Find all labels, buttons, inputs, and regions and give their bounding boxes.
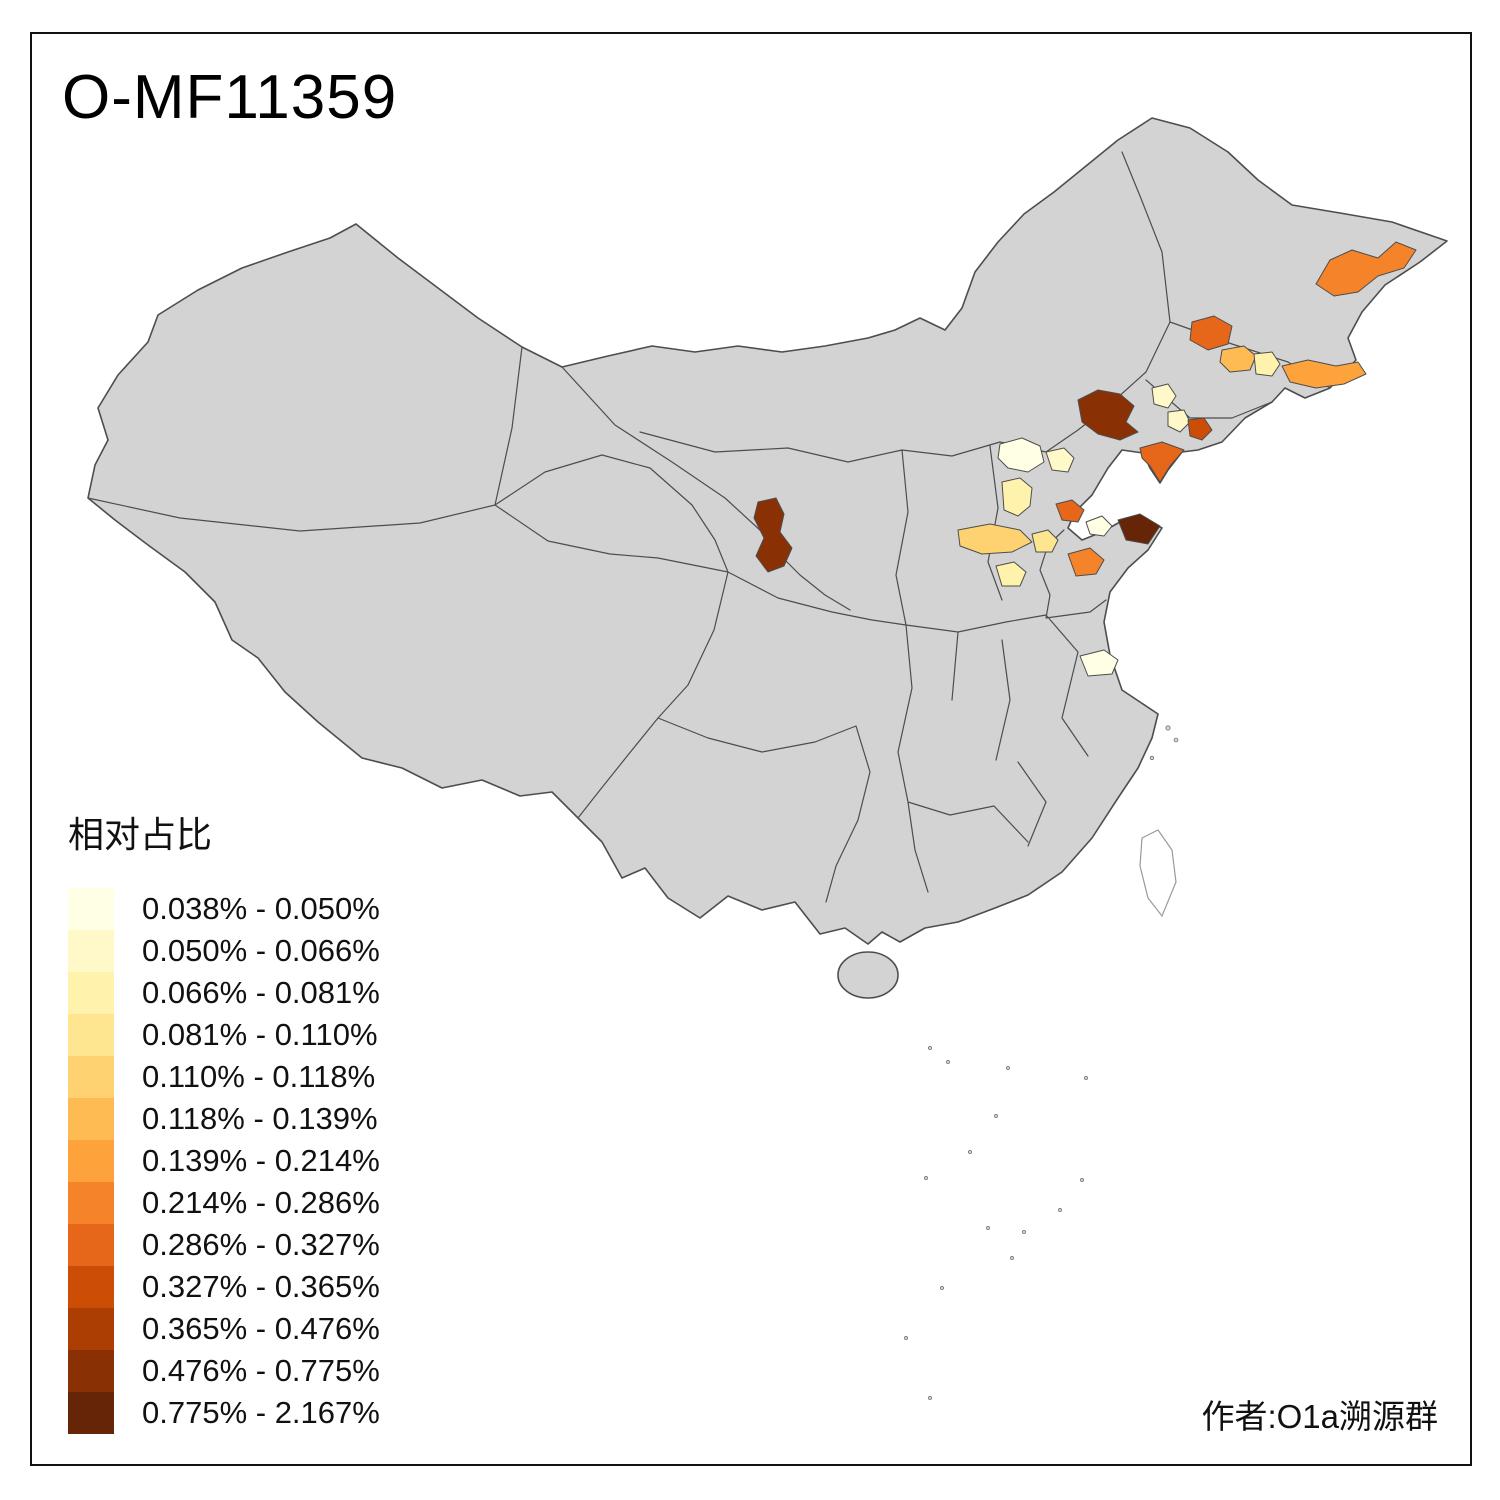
choropleth-regions — [753, 241, 1417, 677]
region-liaoning-west — [1077, 389, 1139, 441]
region-hebei-north — [997, 437, 1045, 473]
legend-label-1: 0.038% - 0.050% — [142, 891, 380, 926]
legend-swatch-13 — [68, 1392, 114, 1434]
region-dalian-peninsula — [1139, 441, 1185, 483]
legend-label-5: 0.110% - 0.118% — [142, 1059, 376, 1094]
legend-label-8: 0.214% - 0.286% — [142, 1185, 380, 1220]
region-shanxi-north — [1001, 477, 1033, 517]
legend-swatch-3 — [68, 972, 114, 1014]
legend-row-7: 0.139% - 0.214% — [68, 1140, 488, 1182]
legend-swatch-6 — [68, 1098, 114, 1140]
sea-islands — [904, 725, 1179, 1400]
region-shandong-southwest — [995, 561, 1027, 587]
legend-label-13: 0.775% - 2.167% — [142, 1395, 380, 1430]
legend-label-9: 0.286% - 0.327% — [142, 1227, 380, 1262]
legend-row-11: 0.365% - 0.476% — [68, 1308, 488, 1350]
region-hebei-south — [957, 523, 1033, 555]
region-hebei-southeast — [1031, 529, 1059, 553]
legend-row-1: 0.038% - 0.050% — [68, 888, 488, 930]
region-heilongjiang-sw — [1189, 315, 1233, 351]
legend-row-9: 0.286% - 0.327% — [68, 1224, 488, 1266]
legend-swatch-2 — [68, 930, 114, 972]
legend-swatch-9 — [68, 1224, 114, 1266]
region-liaoning-north-pale-2 — [1167, 409, 1191, 433]
legend-label-2: 0.050% - 0.066% — [142, 933, 380, 968]
legend-row-12: 0.476% - 0.775% — [68, 1350, 488, 1392]
taiwan-island — [1139, 829, 1177, 918]
legend-items: 0.038% - 0.050% 0.050% - 0.066% 0.066% - 0… — [68, 888, 488, 1434]
region-gansu-lanzhou — [753, 497, 793, 573]
legend-row-13: 0.775% - 2.167% — [68, 1392, 488, 1434]
region-shandong-northwest — [1085, 515, 1113, 537]
legend-row-8: 0.214% - 0.286% — [68, 1182, 488, 1224]
hainan-island — [837, 951, 899, 999]
legend-label-6: 0.118% - 0.139% — [142, 1101, 378, 1136]
region-jilin-east — [1281, 359, 1367, 389]
province-borders — [87, 151, 1331, 903]
region-shandong-central — [1067, 547, 1105, 577]
legend-row-10: 0.327% - 0.365% — [68, 1266, 488, 1308]
region-jiangsu-north — [1079, 649, 1119, 677]
legend-label-11: 0.365% - 0.476% — [142, 1311, 380, 1346]
legend-swatch-8 — [68, 1182, 114, 1224]
region-shandong-east-tip — [1117, 513, 1161, 545]
legend-title: 相对占比 — [68, 814, 213, 855]
region-liaoning-east — [1187, 417, 1213, 441]
legend-swatch-5 — [68, 1056, 114, 1098]
page-title: O-MF11359 — [62, 63, 398, 132]
legend-row-3: 0.066% - 0.081% — [68, 972, 488, 1014]
legend: 相对占比 0.038% - 0.050% 0.050% - 0.066% 0.066… — [68, 806, 488, 1434]
legend-swatch-11 — [68, 1308, 114, 1350]
legend-label-3: 0.066% - 0.081% — [142, 975, 380, 1010]
legend-label-12: 0.476% - 0.775% — [142, 1353, 380, 1388]
legend-swatch-7 — [68, 1140, 114, 1182]
region-jilin-nw — [1219, 345, 1257, 373]
region-liaoning-north-pale-1 — [1151, 383, 1177, 409]
legend-swatch-1 — [68, 888, 114, 930]
legend-row-6: 0.118% - 0.139% — [68, 1098, 488, 1140]
legend-label-10: 0.327% - 0.365% — [142, 1269, 380, 1304]
legend-row-4: 0.081% - 0.110% — [68, 1014, 488, 1056]
legend-swatch-4 — [68, 1014, 114, 1056]
region-hebei-northeast — [1045, 447, 1075, 473]
legend-swatch-12 — [68, 1350, 114, 1392]
attribution: 作者:O1a溯源群 — [1201, 1398, 1438, 1435]
region-jilin-north-pale — [1253, 351, 1281, 377]
legend-row-2: 0.050% - 0.066% — [68, 930, 488, 972]
legend-swatch-10 — [68, 1266, 114, 1308]
region-heilongjiang-east — [1315, 241, 1417, 297]
region-bohai-coast — [1055, 499, 1085, 523]
legend-label-4: 0.081% - 0.110% — [142, 1017, 378, 1052]
legend-label-7: 0.139% - 0.214% — [142, 1143, 380, 1178]
legend-row-5: 0.110% - 0.118% — [68, 1056, 488, 1098]
